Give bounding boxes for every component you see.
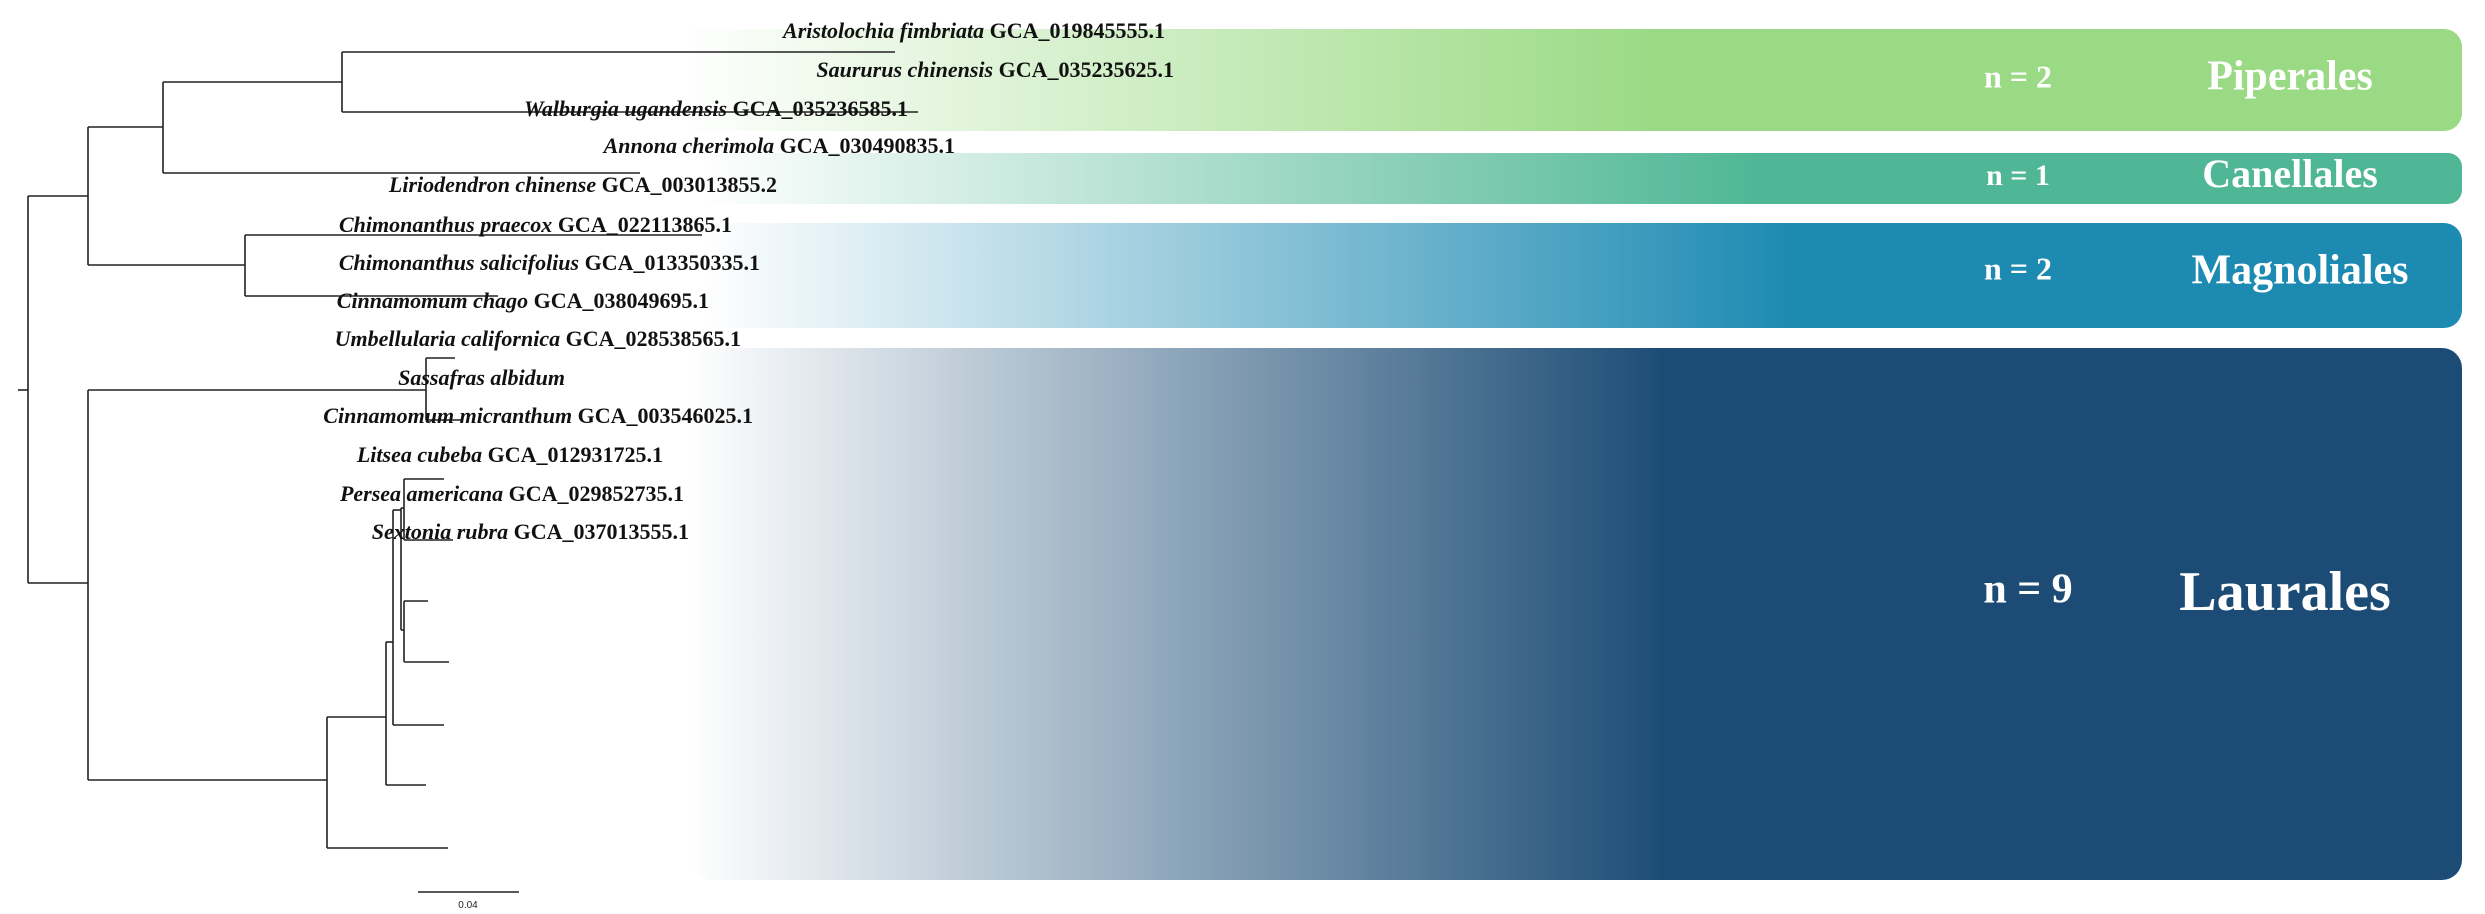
clade-count-magnoliales: n = 2: [1984, 250, 2052, 286]
tip-label: Chimonanthus praecox GCA_022113865.1: [339, 212, 732, 237]
species-name: Annona cherimola: [602, 133, 775, 158]
species-name: Persea americana: [339, 481, 503, 506]
clade-name-canellales: Canellales: [2202, 151, 2378, 196]
clade-count-canellales: n = 1: [1986, 159, 2050, 192]
clade-name-laurales: Laurales: [2179, 561, 2391, 623]
tree-branches: [18, 51, 918, 849]
tip-labels: Aristolochia fimbriata GCA_019845555.1 Sa…: [323, 18, 1174, 544]
scale-bar: 0.04: [418, 891, 519, 911]
scale-bar-label: 0.04: [458, 900, 478, 911]
tip-label: Litsea cubeba GCA_012931725.1: [356, 442, 663, 467]
species-name: Chimonanthus praecox: [339, 212, 552, 237]
tip-label: Liriodendron chinense GCA_003013855.2: [388, 172, 777, 197]
accession-id: GCA_003013855.2: [596, 172, 777, 197]
accession-id: GCA_019845555.1: [984, 18, 1165, 43]
tip-label: Walburgia ugandensis GCA_035236585.1: [524, 96, 908, 121]
clade-name-piperales: Piperales: [2207, 54, 2373, 100]
clade-band-piperales: [680, 29, 2462, 131]
accession-id: GCA_012931725.1: [482, 442, 663, 467]
clade-band-magnoliales: [700, 223, 2462, 328]
tip-label: Cinnamomum chago GCA_038049695.1: [337, 288, 709, 313]
tip-label: Cinnamomum micranthum GCA_003546025.1: [323, 403, 753, 428]
accession-id: GCA_003546025.1: [572, 403, 753, 428]
clade-labels: n = 2 Piperales n = 1 Canellales n = 2 Magnol…: [1983, 54, 2408, 623]
accession-id: GCA_029852735.1: [503, 481, 684, 506]
species-name: Sassafras albidum: [398, 365, 565, 390]
clade-bands: [680, 29, 2462, 880]
clade-count-laurales: n = 9: [1983, 567, 2072, 613]
tip-label: Persea americana GCA_029852735.1: [339, 481, 684, 506]
species-name: Litsea cubeba: [356, 442, 482, 467]
species-name: Cinnamomum micranthum: [323, 403, 572, 428]
species-name: Chimonanthus salicifolius: [339, 250, 579, 275]
species-name: Cinnamomum chago: [337, 288, 528, 313]
clade-band-laurales: [690, 348, 2462, 880]
tip-label: Aristolochia fimbriata GCA_019845555.1: [781, 18, 1165, 43]
tip-label: Sextonia rubra GCA_037013555.1: [372, 519, 689, 544]
tip-label: Saururus chinensis GCA_035235625.1: [816, 57, 1174, 82]
accession-id: GCA_038049695.1: [528, 288, 709, 313]
accession-id: GCA_035236585.1: [727, 96, 908, 121]
species-name: Walburgia ugandensis: [524, 96, 727, 121]
tip-label: Umbellularia californica GCA_028538565.1: [335, 326, 741, 351]
accession-id: GCA_028538565.1: [560, 326, 741, 351]
species-name: Umbellularia californica: [335, 326, 561, 351]
species-name: Sextonia rubra: [372, 519, 508, 544]
accession-id: GCA_013350335.1: [579, 250, 760, 275]
clade-band-canellales: [700, 153, 2462, 204]
species-name: Aristolochia fimbriata: [781, 18, 984, 43]
accession-id: GCA_035235625.1: [993, 57, 1174, 82]
clade-count-piperales: n = 2: [1984, 58, 2052, 94]
accession-id: GCA_022113865.1: [552, 212, 732, 237]
species-name: Saururus chinensis: [816, 57, 993, 82]
tip-label: Annona cherimola GCA_030490835.1: [602, 133, 955, 158]
species-name: Liriodendron chinense: [388, 172, 596, 197]
tip-label: Sassafras albidum: [398, 365, 565, 390]
accession-id: GCA_030490835.1: [774, 133, 955, 158]
tip-label: Chimonanthus salicifolius GCA_013350335.…: [339, 250, 760, 275]
accession-id: GCA_037013555.1: [508, 519, 689, 544]
clade-name-magnoliales: Magnoliales: [2192, 248, 2409, 294]
